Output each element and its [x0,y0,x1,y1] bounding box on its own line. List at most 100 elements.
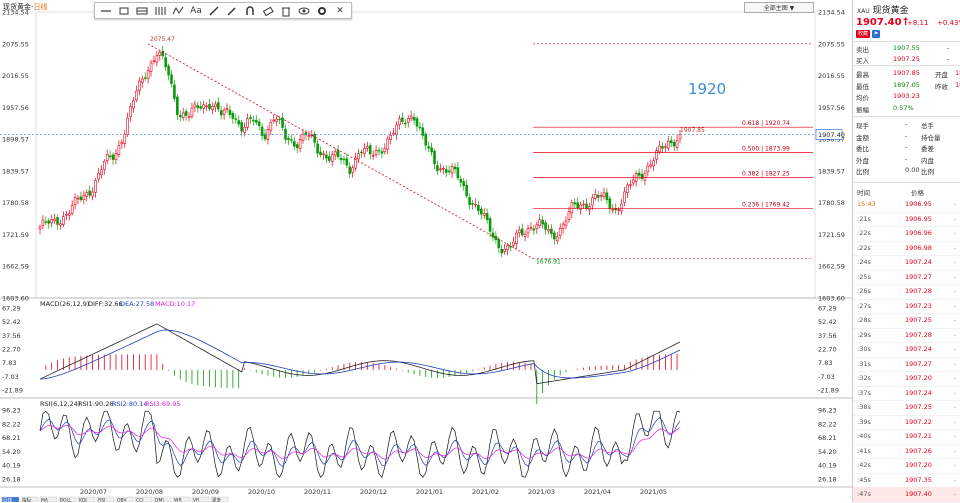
tick-marker: - [954,432,957,440]
tick-row[interactable]: :29s 1907.28 - [853,328,960,343]
line-tool-icon[interactable] [98,4,114,17]
tick-row[interactable]: :25s 1907.27 - [853,270,960,285]
settings-tool-icon[interactable] [314,4,330,17]
kline-chart[interactable]: 2134.54 2134.54 2075.55 2075.55 2016.55 2016.… [0,0,852,502]
candle [79,196,83,201]
candle [281,117,284,128]
candle [190,107,194,117]
bottom-tab [134,496,153,502]
candle [199,106,203,109]
candle [167,65,170,76]
candle [488,218,492,232]
candle [585,203,588,209]
tick-row[interactable]: :40s 1907.21 - [853,429,960,445]
tick-row[interactable]: :26s 1907.28 - [853,284,960,300]
tick-row[interactable]: :47s 1907.40 - [853,487,960,503]
text-tool-icon[interactable]: Aa [190,5,202,16]
candle [640,174,644,179]
macd-axis-label-right: 22.70 [818,346,837,354]
candle [316,143,319,154]
chart-canvas[interactable]: 2134.54 2134.54 2075.55 2075.55 2016.55 2016.… [0,0,852,502]
tick-row[interactable]: :27s 1907.23 - [853,299,960,314]
tick-row[interactable]: :41s 1907.26 - [853,444,960,459]
candle [70,205,74,214]
macd-axis-label-right: 7.83 [818,359,832,367]
bottom-tab-label: BOLL [60,498,72,503]
axis-label-left: 1780.58 [2,199,29,207]
tick-row[interactable]: :30s 1907.24 - [853,342,960,358]
tick-row[interactable]: 15:43 1906.95 - [853,197,960,213]
candle [573,202,577,205]
bottom-tab-label: KDJ [79,498,87,503]
tick-row[interactable]: :37s 1907.24 - [853,386,960,401]
candle [161,50,165,57]
trend-line [147,43,534,259]
channel-tool-icon[interactable] [134,4,150,17]
pattern-tool-icon[interactable] [170,4,186,17]
candle [506,245,509,251]
current-price-tag [815,129,843,140]
candle [155,55,159,63]
main-chart-dropdown[interactable]: 全部主图 ▼ [744,2,814,13]
x-axis-label: 2020/07 [80,488,107,496]
candle [386,138,390,150]
tick-price: 1906.98 [905,243,932,252]
price-change: +8.11 [907,19,929,27]
tick-row[interactable]: :22s 1906.96 - [853,226,960,242]
tick-marker: - [954,490,957,498]
close-icon[interactable]: ✕ [336,5,344,16]
ticks-header: 时间 价格 [857,189,924,197]
stat-row: 振幅 0.57% [853,103,960,114]
candle [132,100,135,109]
tick-row[interactable]: :22s 1906.98 - [853,241,960,256]
candle [643,172,647,181]
candle [512,241,515,246]
candle [351,167,354,173]
tick-row[interactable]: :31s 1907.27 - [853,357,960,372]
candle [377,149,381,152]
candle [366,146,369,149]
candle [67,213,71,216]
eye-tool-icon[interactable] [296,4,312,17]
tick-price: 1907.24 [905,258,932,266]
fib-tool-icon[interactable] [152,4,168,17]
tick-marker: - [954,446,957,455]
candle [675,139,679,148]
candle [249,117,252,119]
tick-row[interactable]: :32s 1907.20 - [853,371,960,387]
price-change-pct: +0.43% [937,19,960,27]
tick-time: :24s [857,258,871,266]
candle [225,108,229,110]
candle [421,127,425,136]
tick-row[interactable]: :39s 1907.22 - [853,415,960,430]
candle [605,192,609,201]
rect-tool-icon[interactable] [116,4,132,17]
candle [73,197,77,206]
tick-row[interactable]: :42s 1907.20 - [853,458,960,474]
candle [471,202,474,205]
flag-icon[interactable]: ⚑ [872,30,881,38]
bottom-tab-label: 更多 [212,497,221,503]
tick-row[interactable]: :28s 1907.25 - [853,313,960,329]
eraser-tool-icon[interactable] [260,4,276,17]
tick-row[interactable]: :21s 1906.95 - [853,212,960,227]
x-axis-label: 2021/05 [640,488,667,496]
candle [50,219,53,224]
tick-row[interactable]: :38s 1907.25 - [853,400,960,416]
stat-value-2: 18 [955,80,960,89]
candle [491,232,495,238]
candle [62,216,65,225]
candle [129,106,132,118]
x-axis-label: 2020/11 [304,488,331,496]
candle [240,122,243,132]
tick-row[interactable]: :24s 1907.24 - [853,255,960,271]
delete-tool-icon[interactable] [278,4,294,17]
candle [368,145,372,155]
bottom-tab [58,496,77,502]
favorite-badge[interactable]: 收藏 [856,30,871,38]
brush-tool-icon[interactable] [224,4,240,17]
pen-tool-icon[interactable] [206,4,222,17]
magnet-tool-icon[interactable] [242,4,258,17]
tick-row[interactable]: :45s 1907.35 - [853,473,960,488]
macd-legend: MACD(26,12,9) [40,300,89,308]
